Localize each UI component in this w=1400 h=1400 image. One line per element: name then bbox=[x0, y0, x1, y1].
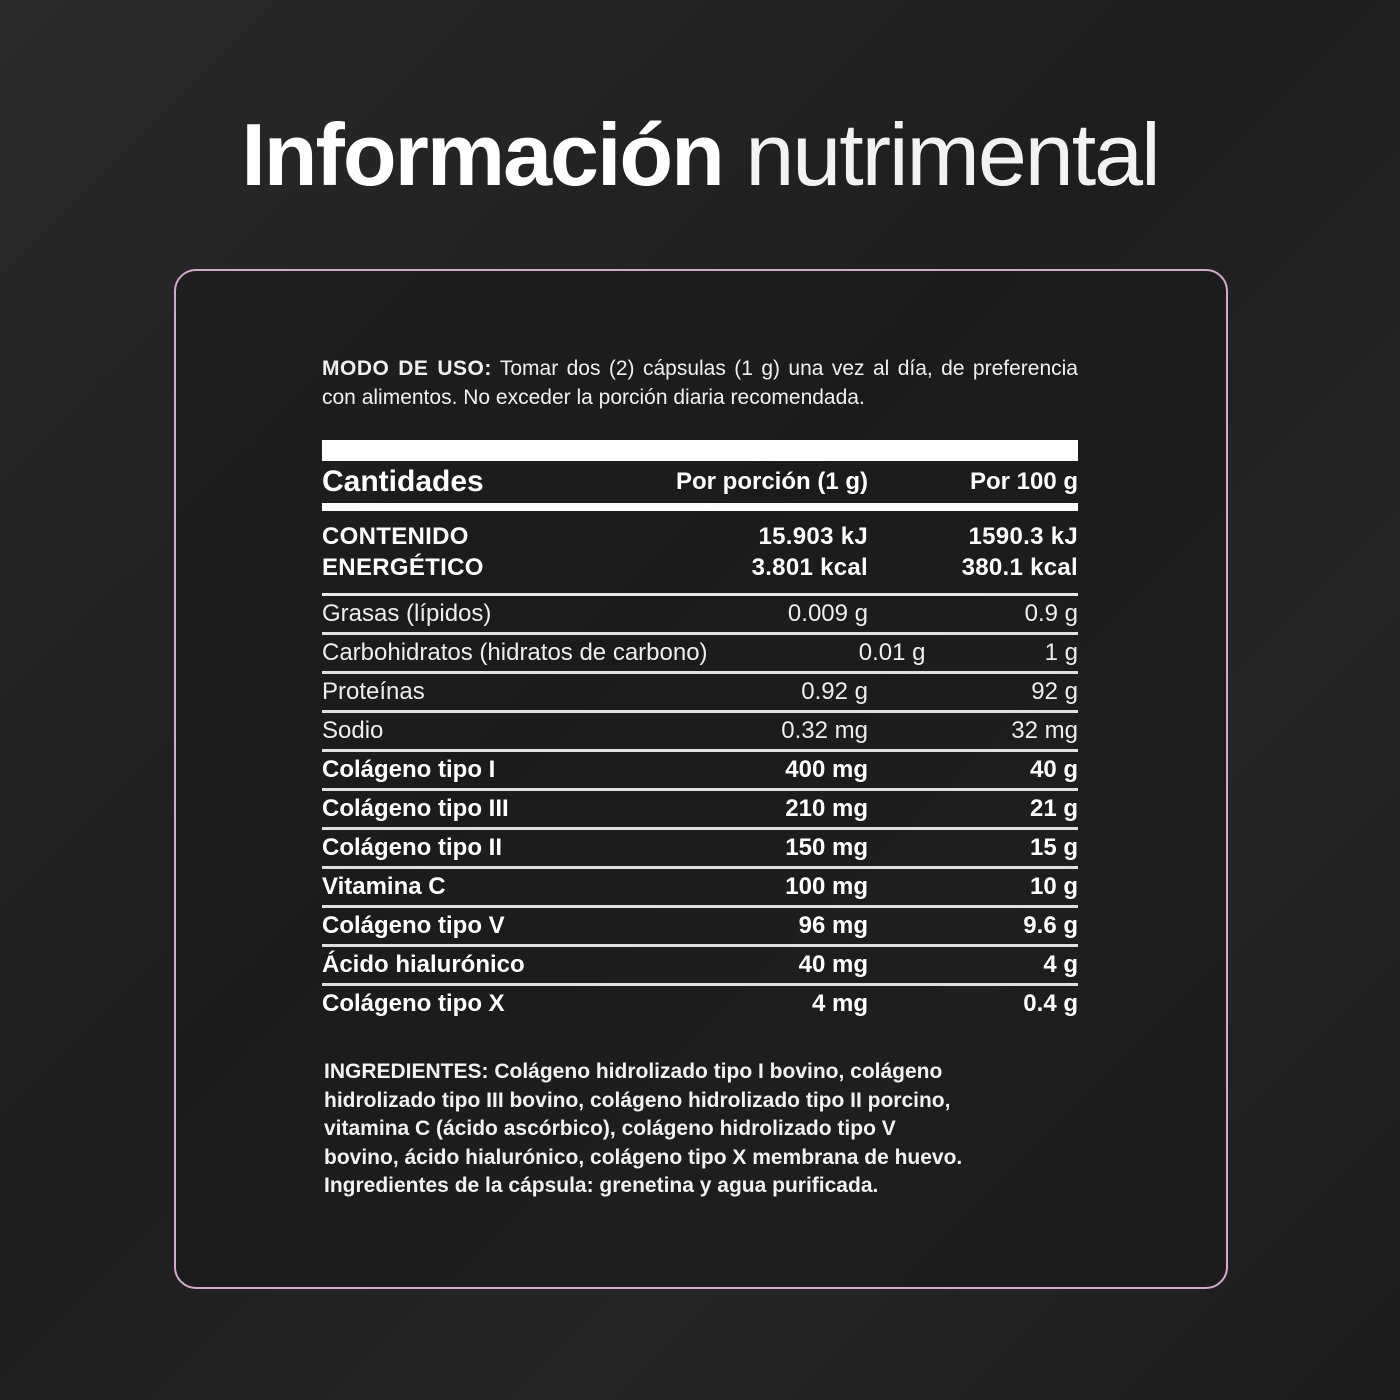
cell-name: Colágeno tipo X bbox=[322, 990, 505, 1017]
ingredients-line: INGREDIENTES: Colágeno hidrolizado tipo … bbox=[324, 1060, 943, 1083]
cell-name: Colágeno tipo II bbox=[322, 834, 502, 861]
table-row: Colágeno tipo I 400 mg 40 g bbox=[322, 752, 1078, 791]
cell-portion: 4 mg bbox=[811, 990, 868, 1017]
cell-per100: 21 g bbox=[1029, 795, 1078, 822]
cell-name: Colágeno tipo I bbox=[322, 756, 496, 783]
table-header: Cantidades Por porción (1 g) Por 100 g bbox=[322, 465, 1078, 498]
cell-portion: 400 mg bbox=[785, 756, 868, 783]
cell-name: Proteínas bbox=[322, 678, 425, 705]
nutrition-table: Cantidades Por porción (1 g) Por 100 g C… bbox=[322, 440, 1078, 1022]
cell-portion: 40 mg bbox=[798, 951, 868, 978]
cell-per100: 1 g bbox=[1044, 639, 1078, 666]
cell-per100: 0.4 g bbox=[1023, 990, 1078, 1017]
energy-row: CONTENIDO ENERGÉTICO 15.903 kJ 3.801 kcal … bbox=[322, 521, 1078, 596]
cell-name: Sodio bbox=[322, 717, 384, 744]
table-row: Vitamina C 100 mg 10 g bbox=[322, 869, 1078, 908]
cell-portion: 0.32 mg bbox=[781, 717, 868, 744]
cell-name: Vitamina C bbox=[322, 873, 446, 900]
table-row: Colágeno tipo V 96 mg 9.6 g bbox=[322, 908, 1078, 947]
table-row: Colágeno tipo II 150 mg 15 g bbox=[322, 830, 1078, 869]
cell-name: Carbohidratos (hidratos de carbono) bbox=[322, 639, 708, 666]
usage-instructions: MODO DE USO: Tomar dos (2) cápsulas (1 g… bbox=[322, 357, 1078, 409]
cell-per100: 10 g bbox=[1029, 873, 1078, 900]
table-row: Ácido hialurónico 40 mg 4 g bbox=[322, 947, 1078, 986]
table-top-bar bbox=[322, 440, 1078, 461]
cell-portion: 0.009 g bbox=[787, 600, 868, 627]
cell-portion: 100 mg bbox=[785, 873, 868, 900]
ingredients-line: Ingredientes de la cápsula: grenetina y … bbox=[324, 1174, 879, 1197]
cell-portion: 0.01 g bbox=[858, 639, 926, 666]
cell-per100: 40 g bbox=[1029, 756, 1078, 783]
cell-portion: 0.92 g bbox=[801, 678, 868, 705]
ingredients-line: bovino, ácido hialurónico, colágeno tipo… bbox=[324, 1145, 963, 1169]
table-row: Carbohidratos (hidratos de carbono) 0.01 … bbox=[322, 635, 1078, 674]
ingredients-line: hidrolizado tipo III bovino, colágeno hi… bbox=[324, 1088, 951, 1112]
cell-per100: 9.6 g bbox=[1023, 912, 1078, 939]
cell-name: Colágeno tipo III bbox=[322, 795, 509, 822]
cell-portion: 150 mg bbox=[785, 834, 868, 861]
cell-name: Ácido hialurónico bbox=[322, 951, 525, 978]
table-row: Colágeno tipo III 210 mg 21 g bbox=[322, 791, 1078, 830]
nutrition-panel bbox=[174, 269, 1228, 1289]
table-row: Proteínas 0.92 g 92 g bbox=[322, 674, 1078, 713]
table-row: Colágeno tipo X 4 mg 0.4 g bbox=[322, 986, 1078, 1022]
ingredients-line: vitamina C (ácido ascórbico), colágeno h… bbox=[324, 1117, 896, 1140]
cell-portion: 210 mg bbox=[785, 795, 868, 822]
cell-portion: 96 mg bbox=[798, 912, 868, 939]
cell-name: Colágeno tipo V bbox=[322, 912, 505, 939]
ingredients: INGREDIENTES: Colágeno hidrolizado tipo … bbox=[324, 1058, 1084, 1201]
table-row: Sodio 0.32 mg 32 mg bbox=[322, 713, 1078, 752]
table-header-divider bbox=[322, 503, 1078, 511]
cell-per100: 92 g bbox=[1031, 678, 1078, 705]
page-title: Información nutrimental bbox=[241, 105, 1160, 204]
cell-name: Grasas (lípidos) bbox=[322, 600, 492, 627]
table-row: Grasas (lípidos) 0.009 g 0.9 g bbox=[322, 596, 1078, 635]
cell-per100: 15 g bbox=[1029, 834, 1078, 861]
cell-per100: 32 mg bbox=[1011, 717, 1078, 744]
cell-per100: 0.9 g bbox=[1024, 600, 1078, 627]
cell-per100: 4 g bbox=[1043, 951, 1078, 978]
